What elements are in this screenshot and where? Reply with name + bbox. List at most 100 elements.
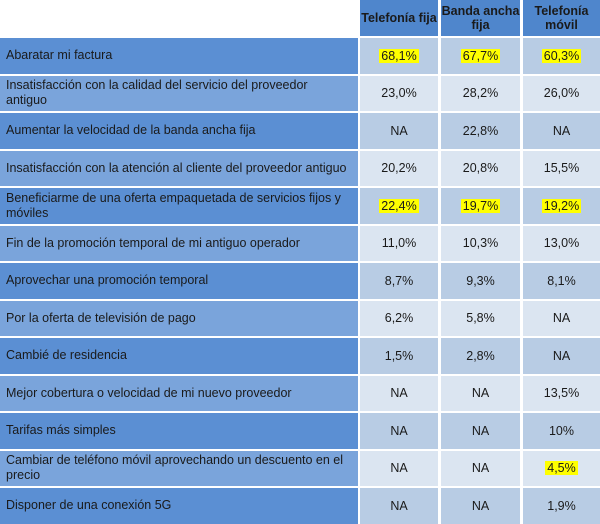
row-label-text: Mejor cobertura o velocidad de mi nuevo … [6,385,292,400]
value-text: 68,1% [379,48,419,63]
row-label-text: Por la oferta de televisión de pago [6,310,196,325]
value-cell: 5,8% [441,300,520,336]
value-text: 19,2% [541,198,582,213]
value-cell: 1,5% [360,338,438,374]
value-text: 10,3% [462,236,499,251]
column-header: Banda ancha fija [441,0,520,36]
value-text: 26,0% [543,86,580,101]
column-header-text: Telefonía móvil [534,4,589,32]
value-text: NA [552,123,571,138]
row-label-text: Aumentar la velocidad de la banda ancha … [6,123,256,138]
value-text: 9,3% [466,273,495,288]
value-text: 60,3% [541,48,582,63]
value-cell: 8,7% [360,263,438,299]
value-cell: NA [441,450,520,486]
row-label-text: Beneficiarme de una oferta empaquetada d… [6,190,341,220]
row-label: Aumentar la velocidad de la banda ancha … [0,113,358,149]
value-text: 10% [548,423,575,438]
row-label: Fin de la promoción temporal de mi antig… [0,225,358,261]
column-header: Telefonía fija [360,0,438,36]
value-text: 20,8% [462,161,499,176]
row-label-text: Insatisfacción con la atención al client… [6,160,347,175]
row-label: Insatisfacción con la calidad del servic… [0,75,358,111]
value-text: 8,1% [547,273,576,288]
value-cell: 23,0% [360,75,438,111]
value-text: 1,5% [384,348,414,363]
value-cell: 9,3% [441,263,520,299]
value-cell: 26,0% [523,75,600,111]
value-cell: 19,7% [441,188,520,224]
value-cell: NA [523,300,600,336]
row-label: Por la oferta de televisión de pago [0,300,358,336]
value-cell: 22,4% [360,188,438,224]
row-label-text: Insatisfacción con la calidad del servic… [6,78,308,108]
value-cell: NA [360,113,438,149]
column-header: Telefonía móvil [523,0,600,36]
value-text: 22,4% [379,198,419,213]
value-cell: 2,8% [441,338,520,374]
value-text: 6,2% [384,311,414,326]
value-cell: 13,5% [523,375,600,411]
value-cell: 68,1% [360,38,438,74]
row-label: Cambiar de teléfono móvil aprovechando u… [0,450,358,486]
value-cell: 20,8% [441,150,520,186]
value-cell: 8,1% [523,263,600,299]
value-cell: NA [360,450,438,486]
row-label-text: Aprovechar una promoción temporal [6,273,209,288]
value-cell: 20,2% [360,150,438,186]
value-cell: 13,0% [523,225,600,261]
value-cell: NA [441,413,520,449]
value-text: 8,7% [384,273,414,288]
value-cell: 6,2% [360,300,438,336]
value-text: NA [552,311,571,326]
value-text: 28,2% [462,86,499,101]
row-label: Beneficiarme de una oferta empaquetada d… [0,188,358,224]
value-text: 19,7% [460,198,501,213]
value-text: NA [390,461,408,476]
value-text: NA [471,423,490,438]
row-label-text: Tarifas más simples [6,423,116,438]
value-text: NA [471,498,490,513]
value-cell: 60,3% [523,38,600,74]
value-cell: 10% [523,413,600,449]
row-label-text: Cambié de residencia [6,348,127,363]
value-text: NA [390,123,408,138]
value-cell: NA [360,375,438,411]
value-cell: 1,9% [523,488,600,524]
column-header-text: Banda ancha fija [441,4,520,32]
value-cell: 15,5% [523,150,600,186]
row-label: Abaratar mi factura [0,38,358,74]
value-cell: 67,7% [441,38,520,74]
value-text: NA [471,461,490,476]
value-text: 13,5% [543,386,580,401]
value-text: 15,5% [543,161,580,176]
value-text: 67,7% [460,48,501,63]
value-cell: 10,3% [441,225,520,261]
row-label-text: Disponer de una conexión 5G [6,498,172,513]
column-header-text: Telefonía fija [361,11,437,25]
row-label: Disponer de una conexión 5G [0,488,358,524]
value-text: 4,5% [545,461,578,476]
value-text: NA [552,348,571,363]
row-label: Insatisfacción con la atención al client… [0,150,358,186]
value-cell: NA [441,375,520,411]
row-label-text: Abaratar mi factura [6,48,113,63]
row-label: Tarifas más simples [0,413,358,449]
value-cell: NA [360,488,438,524]
row-label-text: Fin de la promoción temporal de mi antig… [6,235,300,250]
value-text: 22,8% [462,123,499,138]
value-text: 20,2% [381,161,417,176]
value-text: 11,0% [381,236,417,251]
value-text: NA [390,386,408,401]
value-cell: 19,2% [523,188,600,224]
value-text: 2,8% [466,348,495,363]
value-cell: NA [523,338,600,374]
row-label-text: Cambiar de teléfono móvil aprovechando u… [6,453,344,483]
row-label: Mejor cobertura o velocidad de mi nuevo … [0,375,358,411]
value-text: 5,8% [466,311,495,326]
value-text: 13,0% [543,236,580,251]
value-cell: NA [441,488,520,524]
value-text: NA [390,498,408,513]
value-cell: 11,0% [360,225,438,261]
